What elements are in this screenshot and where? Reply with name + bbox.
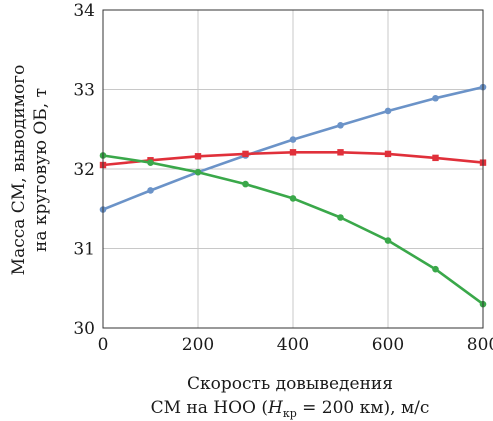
series-point [194, 153, 202, 160]
plot-frame [102, 9, 484, 329]
series-point [242, 150, 249, 158]
series-3 [99, 152, 487, 308]
axis-ticks: 0 200 400 600 800 30 31 32 33 34 [73, 1, 493, 355]
series-point [384, 107, 392, 115]
series-point [289, 136, 297, 143]
chart-series [99, 83, 487, 308]
y-tick-label: 30 [73, 319, 95, 339]
series-point [384, 150, 392, 158]
chart-grid [103, 10, 483, 328]
series-point [337, 121, 344, 129]
y-axis-label-line1: Масса СМ, выводимого [9, 65, 29, 276]
series-point [194, 168, 202, 176]
series-point [242, 180, 249, 188]
series-point [147, 187, 154, 194]
y-tick-label: 31 [73, 240, 95, 260]
series-point [147, 159, 154, 166]
series-point [337, 149, 344, 156]
series-point [337, 214, 344, 221]
y-tick-label: 34 [73, 1, 95, 21]
series-point [432, 154, 439, 162]
x-tick-label: 600 [372, 335, 404, 355]
series-point [289, 149, 297, 156]
x-tick-label: 200 [182, 335, 214, 355]
x-axis-label-line2: СМ на НОО (Hкр = 200 км), м/с [151, 398, 430, 420]
y-tick-label: 33 [73, 81, 95, 101]
y-axis-label-line2: на круговую ОБ, т [31, 88, 51, 252]
y-tick-label: 32 [73, 160, 95, 180]
series-point [432, 94, 439, 102]
series-point [289, 195, 297, 202]
x-tick-label: 400 [277, 335, 309, 355]
x-axis-label-line1: Скорость довыведения [187, 374, 393, 394]
x-tick-label: 800 [467, 335, 493, 355]
series-point [432, 265, 439, 273]
x-tick-label: 0 [98, 335, 109, 355]
series-point [384, 237, 392, 244]
